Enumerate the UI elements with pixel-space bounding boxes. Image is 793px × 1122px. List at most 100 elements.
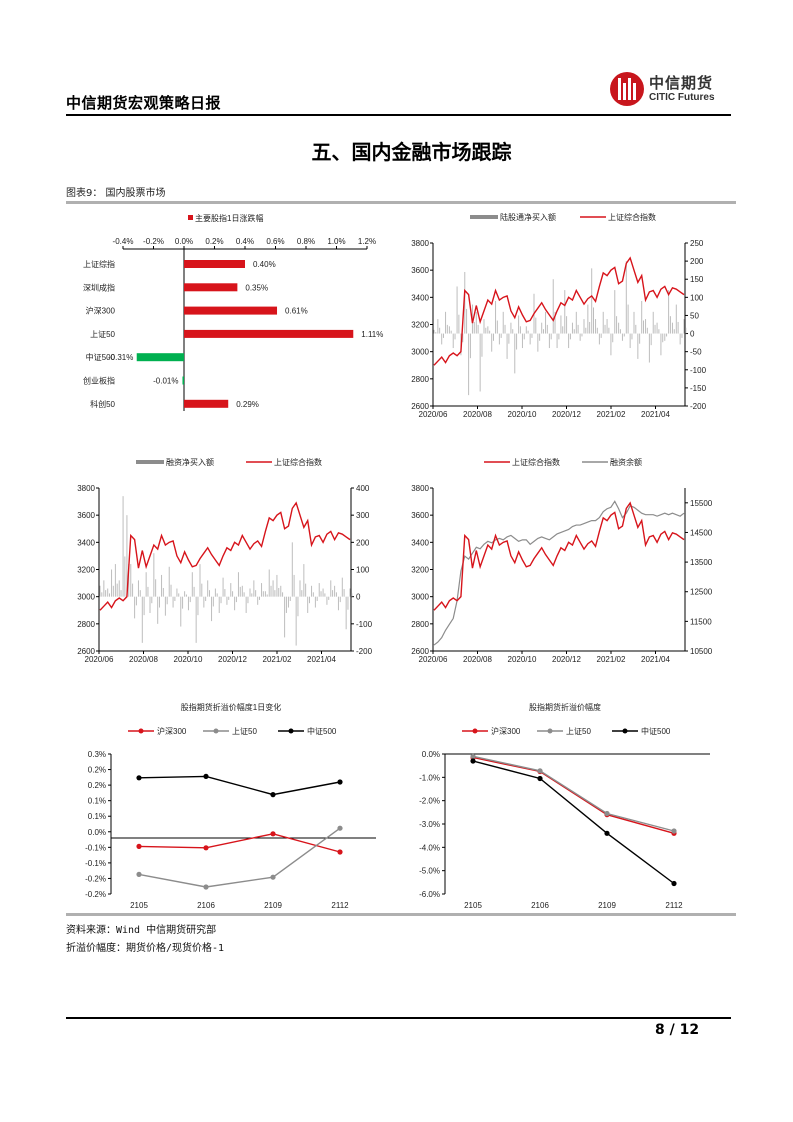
figure-divider-bottom	[66, 913, 736, 916]
legend-label: 沪深300	[491, 726, 521, 736]
citic-logo-icon	[610, 72, 644, 106]
data-point	[537, 768, 543, 774]
legend-label: 主要股指1日涨跌幅	[195, 213, 263, 223]
svg-text:3200: 3200	[77, 566, 95, 575]
svg-text:1.0%: 1.0%	[327, 237, 345, 246]
svg-text:12500: 12500	[690, 588, 713, 597]
svg-text:-0.2%: -0.2%	[85, 890, 106, 899]
svg-text:3600: 3600	[77, 511, 95, 520]
svg-text:0.1%: 0.1%	[88, 812, 106, 821]
legend-label: 融资净买入额	[166, 457, 214, 467]
chart-northbound-flow: 陆股通净买入额 上证综合指数 2600 2800 3000 3200 3400 3600 380…	[411, 212, 706, 419]
svg-text:3400: 3400	[77, 538, 95, 547]
header-divider	[66, 114, 731, 116]
bar	[184, 399, 229, 408]
svg-text:-50: -50	[690, 348, 702, 357]
footer-divider	[66, 1017, 731, 1019]
svg-text:-0.1%: -0.1%	[85, 859, 106, 868]
page-number: 8 / 12	[655, 1022, 700, 1038]
svg-text:2600: 2600	[77, 647, 95, 656]
svg-text:0.0%: 0.0%	[88, 828, 106, 837]
svg-text:2020/12: 2020/12	[552, 410, 581, 419]
data-point	[604, 810, 610, 817]
data-point	[203, 845, 209, 851]
value-label: 0.35%	[245, 283, 268, 292]
bar	[184, 283, 238, 292]
svg-text:2800: 2800	[77, 620, 95, 629]
legend-label: 上证50	[232, 727, 257, 736]
svg-text:0: 0	[690, 330, 695, 339]
series-line	[472, 756, 675, 835]
svg-text:2020/12: 2020/12	[218, 655, 247, 664]
svg-text:2105: 2105	[464, 901, 482, 910]
data-point	[203, 773, 209, 779]
svg-text:3600: 3600	[411, 266, 429, 275]
chart-title: 股指期货折溢价幅度1日变化	[181, 702, 281, 712]
series-line	[138, 775, 341, 796]
svg-text:50: 50	[690, 311, 699, 320]
svg-text:2021/02: 2021/02	[597, 655, 626, 664]
data-point	[136, 843, 142, 849]
data-point	[337, 849, 343, 855]
data-point	[671, 880, 677, 887]
svg-text:0.2%: 0.2%	[88, 766, 106, 775]
data-point	[537, 775, 543, 782]
svg-text:0.1%: 0.1%	[88, 797, 106, 806]
report-title: 中信期货宏观策略日报	[66, 94, 222, 112]
logo-cn: 中信期货	[649, 74, 714, 93]
svg-text:2600: 2600	[411, 647, 429, 656]
svg-text:200: 200	[690, 257, 704, 266]
value-label: -0.31%	[108, 353, 133, 362]
svg-text:3800: 3800	[411, 239, 429, 248]
series-line	[472, 755, 675, 832]
svg-text:2021/04: 2021/04	[641, 655, 670, 664]
svg-text:2112: 2112	[331, 901, 349, 910]
legend-label: 陆股通净买入额	[500, 212, 556, 222]
svg-text:2020/08: 2020/08	[129, 655, 158, 664]
svg-text:2020/08: 2020/08	[463, 655, 492, 664]
bar	[184, 329, 354, 338]
svg-text:3200: 3200	[411, 566, 429, 575]
legend-label: 上证综合指数	[608, 212, 656, 222]
svg-text:3000: 3000	[411, 593, 429, 602]
svg-text:10500: 10500	[690, 647, 713, 656]
svg-text:2020/10: 2020/10	[508, 655, 537, 664]
svg-text:2020/06: 2020/06	[85, 655, 114, 664]
data-point	[136, 775, 142, 781]
svg-text:0.8%: 0.8%	[297, 237, 315, 246]
legend-label: 中证500	[641, 726, 671, 736]
svg-text:2800: 2800	[411, 375, 429, 384]
series-line	[138, 833, 341, 853]
category-label: 深圳成指	[83, 282, 115, 292]
legend-label: 上证综合指数	[274, 457, 322, 467]
svg-text:2020/10: 2020/10	[508, 410, 537, 419]
definition-note: 折溢价幅度：期货价格/现货价格-1	[66, 943, 225, 954]
series-line	[472, 760, 675, 885]
svg-text:-4.0%: -4.0%	[419, 843, 440, 852]
citic-logo: 中信期货 CITIC Futures	[610, 72, 715, 106]
svg-text:0: 0	[356, 593, 361, 602]
data-point	[337, 825, 343, 831]
svg-text:-0.2%: -0.2%	[143, 237, 164, 246]
svg-text:0.2%: 0.2%	[205, 237, 223, 246]
data-point	[470, 758, 476, 764]
svg-text:0.6%: 0.6%	[266, 237, 284, 246]
svg-text:-5.0%: -5.0%	[419, 867, 440, 876]
svg-text:11500: 11500	[690, 617, 712, 626]
svg-text:0.3%: 0.3%	[88, 750, 106, 759]
value-label: 0.29%	[236, 400, 259, 409]
svg-text:2020/12: 2020/12	[552, 655, 581, 664]
svg-text:-1.0%: -1.0%	[419, 773, 440, 782]
svg-text:2020/08: 2020/08	[463, 410, 492, 419]
svg-text:1.2%: 1.2%	[358, 237, 376, 246]
svg-text:14500: 14500	[690, 528, 713, 537]
svg-text:3400: 3400	[411, 538, 429, 547]
figure-label: 图表9： 国内股票市场	[66, 188, 166, 199]
svg-text:3800: 3800	[411, 484, 429, 493]
value-label: -0.01%	[153, 377, 178, 386]
data-point	[270, 792, 276, 798]
svg-text:-0.2%: -0.2%	[85, 874, 106, 883]
data-point	[136, 871, 142, 877]
svg-text:-6.0%: -6.0%	[419, 890, 440, 899]
